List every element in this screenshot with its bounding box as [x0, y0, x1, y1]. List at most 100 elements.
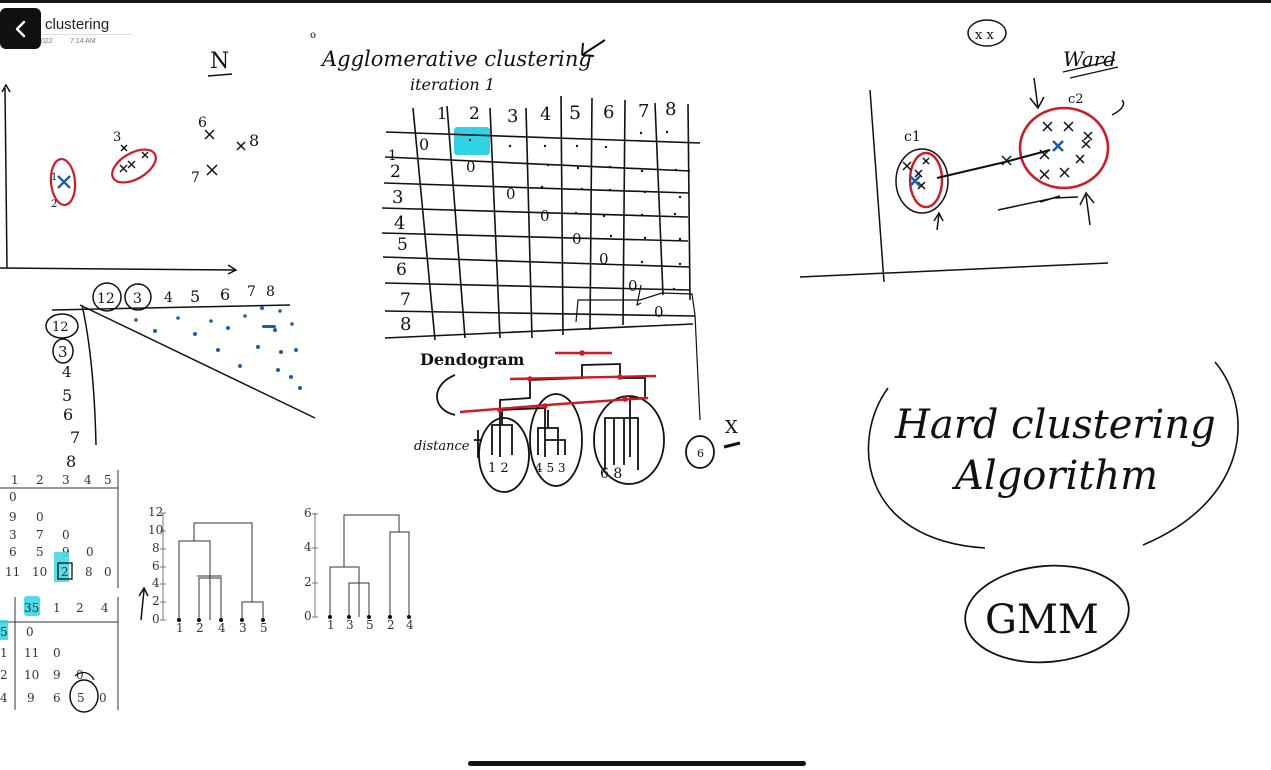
left-triangle-matrix — [45, 282, 316, 446]
svg-text:0: 0 — [304, 609, 312, 623]
svg-text:4: 4 — [62, 363, 72, 381]
merge-connector — [575, 292, 701, 421]
svg-text:3: 3 — [392, 187, 403, 208]
left-matrix-side-labels: 12 3 4 5 6 7 8 — [52, 320, 80, 471]
svg-text:8: 8 — [152, 541, 160, 555]
svg-text:0: 0 — [26, 625, 34, 639]
heading-agglomerative: Agglomerative clustering — [320, 47, 592, 71]
distance-table-2: 35 1 2 4 5 1 2 4 0 11 0 10 9 0 9 6 5 0 — [0, 596, 119, 713]
home-indicator[interactable] — [468, 761, 806, 766]
svg-text:5: 5 — [569, 102, 581, 124]
svg-text:6: 6 — [9, 545, 17, 559]
gmm-label: GMM — [985, 597, 1099, 643]
svg-text:6: 6 — [152, 559, 160, 573]
point-label-6: 6 — [198, 115, 207, 131]
matrix-column-labels: 1 2 3 4 5 6 7 8 — [437, 99, 676, 127]
svg-text:6: 6 — [63, 405, 73, 424]
svg-text:0: 0 — [572, 230, 582, 248]
svg-text:1: 1 — [388, 148, 397, 164]
svg-text:0: 0 — [62, 528, 70, 542]
svg-text:5: 5 — [260, 621, 268, 635]
svg-text:7: 7 — [400, 290, 411, 310]
left-matrix-dots — [134, 306, 302, 390]
svg-text:3: 3 — [62, 473, 70, 487]
svg-text:0: 0 — [86, 545, 94, 559]
xx-circle — [967, 19, 1007, 47]
svg-text:7: 7 — [247, 284, 256, 300]
distance-matrix-grid — [381, 95, 701, 341]
svg-text:5: 5 — [366, 618, 374, 632]
svg-text:5: 5 — [190, 287, 200, 306]
leaf-6: 6 — [697, 447, 704, 460]
xx-mark: x x — [975, 28, 994, 43]
svg-text:0: 0 — [466, 158, 476, 176]
leaf-group-3: 6 8 — [600, 466, 622, 482]
iteration-label: iteration 1 — [410, 75, 495, 94]
svg-text:7: 7 — [70, 428, 80, 447]
svg-text:2: 2 — [469, 104, 480, 124]
title-divider — [41, 34, 133, 35]
svg-text:6: 6 — [220, 285, 230, 304]
svg-text:3: 3 — [9, 528, 17, 542]
hard-clustering-brackets — [867, 361, 1239, 549]
svg-text:8: 8 — [266, 284, 275, 300]
svg-text:12: 12 — [148, 505, 163, 519]
svg-text:4: 4 — [218, 621, 226, 635]
svg-text:4: 4 — [406, 618, 414, 632]
svg-text:10: 10 — [148, 523, 163, 537]
svg-text:2: 2 — [36, 473, 44, 487]
svg-text:10: 10 — [24, 668, 39, 682]
svg-text:35: 35 — [24, 601, 39, 615]
svg-text:10: 10 — [32, 565, 47, 579]
svg-text:2: 2 — [61, 565, 69, 579]
svg-text:0: 0 — [53, 646, 61, 660]
x-mark-dash — [723, 441, 741, 449]
svg-text:0: 0 — [506, 185, 516, 203]
svg-text:8: 8 — [85, 565, 93, 579]
svg-text:4: 4 — [101, 601, 109, 615]
document-date: 022 — [41, 38, 53, 45]
svg-text:12: 12 — [97, 291, 115, 307]
svg-text:2: 2 — [196, 621, 204, 635]
document-time: 7:14 AM — [70, 38, 96, 45]
svg-text:5: 5 — [77, 691, 85, 705]
svg-text:3: 3 — [507, 106, 518, 127]
svg-text:3: 3 — [346, 618, 354, 632]
leaf-group-2: 4 5 3 — [535, 461, 566, 475]
point-label-3: 3 — [113, 130, 121, 145]
back-button[interactable] — [0, 8, 41, 49]
svg-text:9: 9 — [9, 510, 17, 524]
svg-text:4: 4 — [164, 290, 173, 306]
svg-text:4: 4 — [394, 213, 405, 234]
svg-text:0: 0 — [99, 691, 107, 705]
svg-text:1: 1 — [11, 473, 19, 487]
merge-arrow — [636, 284, 642, 307]
svg-text:1: 1 — [0, 646, 8, 660]
hard-clustering-line1: Hard clustering — [894, 402, 1216, 448]
matrix-diagonal-zeros: 0 0 0 0 0 0 0 0 — [419, 135, 664, 321]
svg-text:5: 5 — [397, 235, 408, 255]
svg-text:0: 0 — [419, 135, 429, 154]
svg-text:4: 4 — [304, 540, 312, 554]
scatter-plot — [0, 83, 246, 275]
svg-text:0: 0 — [9, 490, 17, 504]
svg-text:0: 0 — [36, 510, 44, 524]
matrix-dots — [468, 130, 682, 291]
svg-text:2: 2 — [152, 594, 160, 608]
svg-text:2: 2 — [304, 575, 312, 589]
svg-text:3: 3 — [58, 343, 68, 361]
svg-text:1: 1 — [53, 601, 61, 615]
distance-table-1: 1 2 3 4 5 0 9 0 3 7 0 6 5 9 0 11 10 2 8 … — [0, 470, 119, 588]
svg-text:0: 0 — [152, 612, 160, 626]
chevron-left-icon — [15, 20, 25, 37]
cluster-c1-label: c1 — [904, 129, 921, 145]
small-mark: o — [310, 30, 316, 41]
svg-text:5: 5 — [0, 625, 8, 639]
svg-text:0: 0 — [654, 303, 664, 321]
svg-text:0: 0 — [104, 565, 112, 579]
dendrogram-label: Dendogram — [420, 350, 525, 369]
svg-text:5: 5 — [104, 473, 112, 487]
point-label-1: 1 — [51, 172, 57, 183]
ward-underline — [1062, 59, 1119, 79]
